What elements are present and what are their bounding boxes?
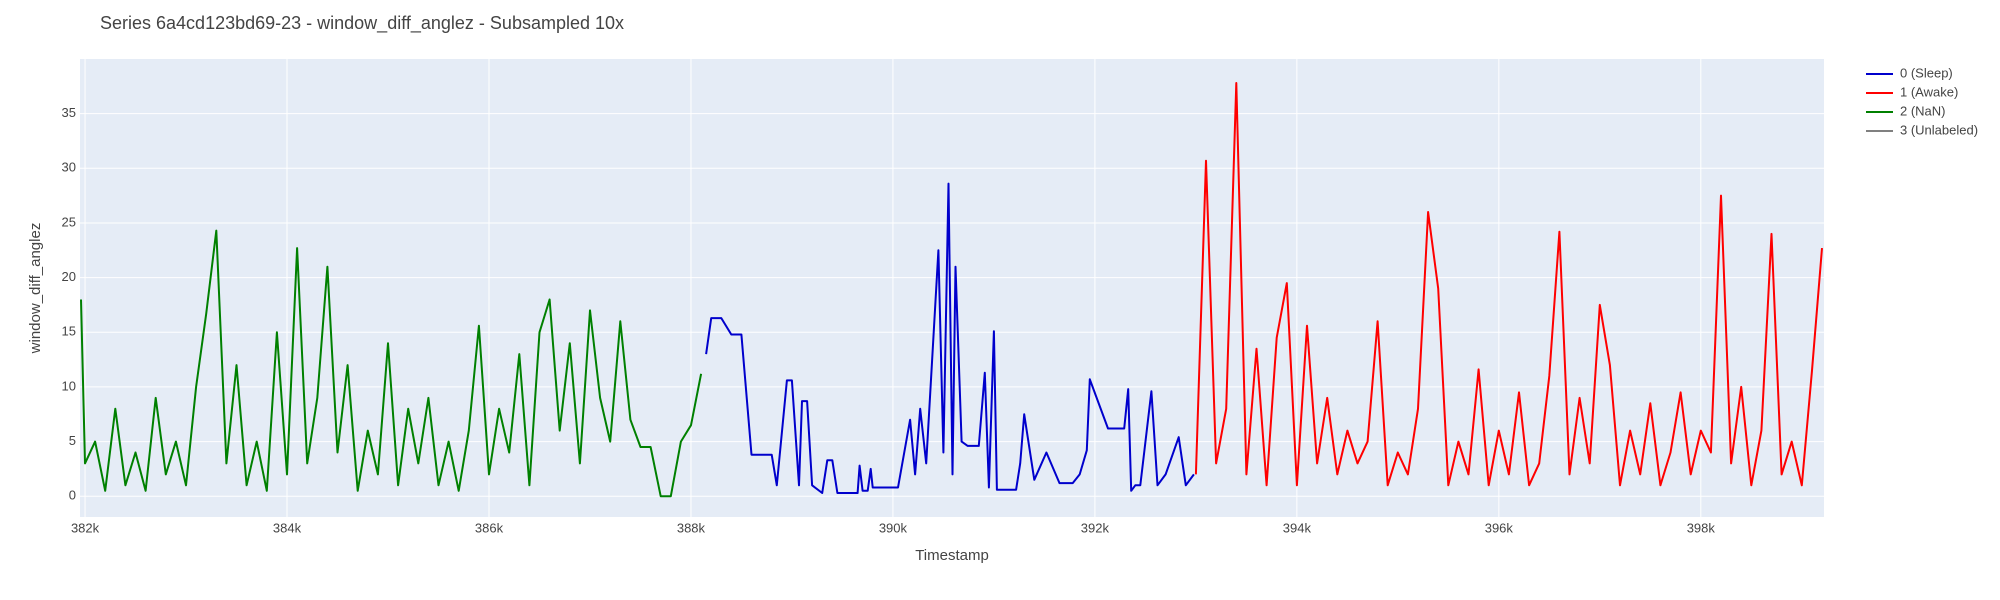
- x-tick-label: 396k: [1485, 520, 1514, 535]
- x-tick-label: 392k: [1081, 520, 1110, 535]
- x-tick-label: 394k: [1283, 520, 1312, 535]
- y-tick-label: 25: [62, 214, 76, 229]
- legend: 0 (Sleep) 1 (Awake) 2 (NaN) 3 (Unlabeled): [1866, 65, 1978, 137]
- legend-label: 3 (Unlabeled): [1900, 122, 1978, 137]
- legend-label: 0 (Sleep): [1900, 65, 1953, 80]
- series-line: [705, 182, 1195, 494]
- x-axis-title: Timestamp: [915, 547, 989, 564]
- y-tick-label: 35: [62, 105, 76, 120]
- x-tick-label: 398k: [1687, 520, 1716, 535]
- y-tick-label: 5: [69, 433, 76, 448]
- x-tick-label: 390k: [879, 520, 908, 535]
- y-tick-label: 20: [62, 269, 76, 284]
- y-tick-label: 15: [62, 324, 76, 339]
- x-tick-label: 384k: [273, 520, 302, 535]
- y-tick-label: 0: [69, 488, 76, 503]
- x-tick-label: 388k: [677, 520, 706, 535]
- y-tick-label: 30: [62, 160, 76, 175]
- chart-title: Series 6a4cd123bd69-23 - window_diff_ang…: [100, 13, 624, 34]
- x-tick-label: 382k: [71, 520, 100, 535]
- y-tick-label: 10: [62, 378, 76, 393]
- series-line: [80, 229, 703, 498]
- legend-label: 2 (NaN): [1900, 103, 1946, 118]
- series-line: [1194, 82, 1823, 487]
- x-tick-label: 386k: [475, 520, 504, 535]
- y-axis-title: window_diff_anglez: [27, 223, 44, 355]
- lines: [80, 82, 1823, 498]
- legend-label: 1 (Awake): [1900, 84, 1958, 99]
